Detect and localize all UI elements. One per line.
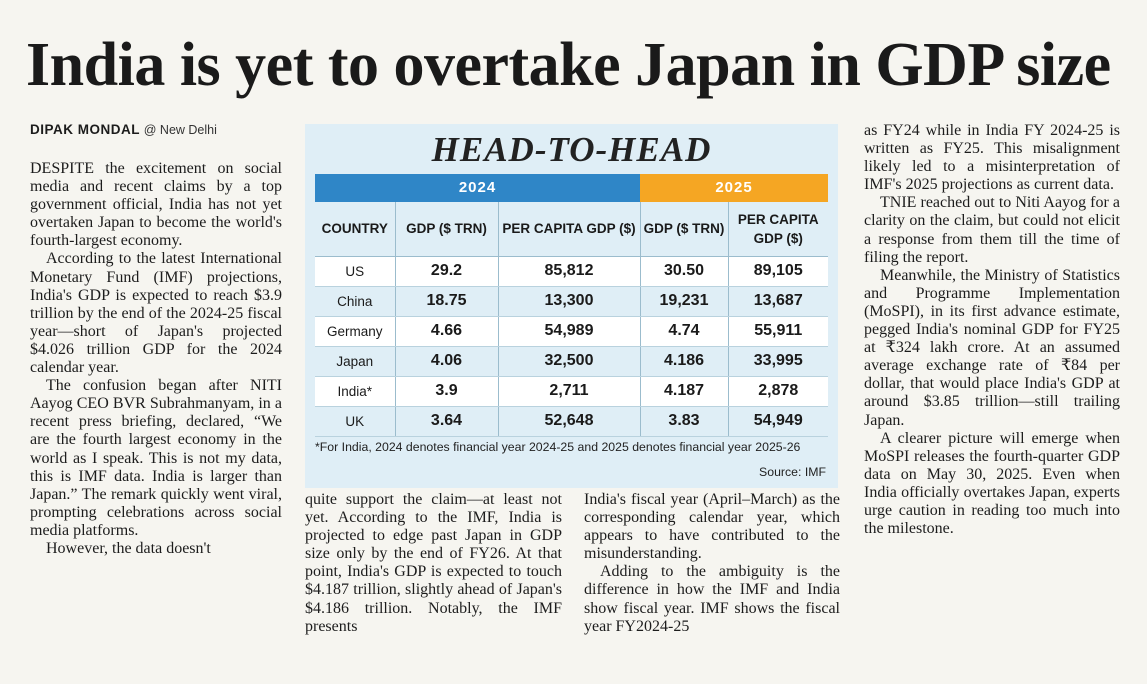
paragraph: However, the data doesn't (46, 539, 211, 557)
gdp-table: COUNTRY GDP ($ TRN) PER CAPITA GDP ($) G… (315, 202, 828, 437)
year-header-2024: 2024 (315, 174, 640, 202)
table-header-row: COUNTRY GDP ($ TRN) PER CAPITA GDP ($) G… (315, 202, 828, 257)
paragraph: TNIE reached out to Niti Aayog for a cla… (864, 194, 1120, 266)
cell-country: China (315, 286, 396, 317)
article-column-1: DESPITE the excitement on social media a… (30, 160, 282, 558)
cell: 2,878 (728, 376, 828, 407)
table-row: Japan 4.06 32,500 4.186 33,995 (315, 346, 828, 377)
table-row: China 18.75 13,300 19,231 13,687 (315, 286, 828, 317)
table-source: Source: IMF (759, 465, 826, 479)
year-header-2025: 2025 (640, 174, 828, 202)
cell: 18.75 (395, 286, 499, 317)
cell: 2,711 (498, 376, 641, 407)
paragraph: quite support the claim—at least not yet… (305, 491, 562, 635)
column-header: GDP ($ TRN) (640, 202, 729, 257)
cell: 85,812 (498, 256, 641, 287)
article-column-3: India's fiscal year (April–March) as the… (584, 491, 840, 636)
cell: 4.187 (640, 376, 729, 407)
paragraph: DESPITE the excitement on social media a… (30, 160, 282, 250)
paragraph: The confusion began after NITI Aayog CEO… (30, 377, 282, 539)
column-header: GDP ($ TRN) (395, 202, 499, 257)
cell-country: Japan (315, 346, 396, 377)
cell: 19,231 (640, 286, 729, 317)
cell: 29.2 (395, 256, 499, 287)
cell: 3.9 (395, 376, 499, 407)
byline-place: @ New Delhi (143, 123, 217, 137)
cropped-previous-line (0, 0, 1147, 12)
column-header: PER CAPITA GDP ($) (728, 202, 828, 257)
cell: 3.83 (640, 406, 729, 437)
cell: 30.50 (640, 256, 729, 287)
cell: 13,687 (728, 286, 828, 317)
byline-author: DIPAK MONDAL (30, 122, 140, 137)
cell: 89,105 (728, 256, 828, 287)
table-title: HEAD-TO-HEAD (431, 130, 712, 169)
cell-country: US (315, 256, 396, 287)
paragraph: According to the latest International Mo… (30, 250, 282, 377)
cell: 13,300 (498, 286, 641, 317)
cell: 4.186 (640, 346, 729, 377)
table-footnote: *For India, 2024 denotes financial year … (315, 440, 801, 454)
cell-country: UK (315, 406, 396, 437)
cell-country: India* (315, 376, 396, 407)
column-header: COUNTRY (315, 202, 396, 257)
cell: 54,949 (728, 406, 828, 437)
paragraph: A clearer picture will emerge when MoSPI… (864, 429, 1120, 538)
headline: India is yet to overtake Japan in GDP si… (26, 31, 1111, 99)
table-row: UK 3.64 52,648 3.83 54,949 (315, 406, 828, 437)
column-header: PER CAPITA GDP ($) (498, 202, 641, 257)
cell: 4.74 (640, 316, 729, 347)
cell: 52,648 (498, 406, 641, 437)
head-to-head-table-box: HEAD-TO-HEAD 2024 2025 COUNTRY GDP ($ TR… (305, 124, 838, 488)
cell: 32,500 (498, 346, 641, 377)
table-row: US 29.2 85,812 30.50 89,105 (315, 256, 828, 287)
cell: 54,989 (498, 316, 641, 347)
paragraph: Meanwhile, the Ministry of Statistics an… (864, 266, 1120, 429)
cell-country: Germany (315, 316, 396, 347)
cell: 4.66 (395, 316, 499, 347)
cell: 3.64 (395, 406, 499, 437)
table-row: India* 3.9 2,711 4.187 2,878 (315, 376, 828, 407)
byline: DIPAK MONDAL @ New Delhi (30, 122, 217, 137)
paragraph: as FY24 while in India FY 2024-25 is wri… (864, 122, 1120, 194)
paragraph: India's fiscal year (April–March) as the… (584, 491, 840, 563)
table-row: Germany 4.66 54,989 4.74 55,911 (315, 316, 828, 347)
article-column-2: quite support the claim—at least not yet… (305, 491, 562, 636)
cell: 4.06 (395, 346, 499, 377)
cell: 33,995 (728, 346, 828, 377)
article-column-4: as FY24 while in India FY 2024-25 is wri… (864, 122, 1120, 538)
paragraph: Adding to the ambiguity is the differenc… (584, 563, 840, 635)
cell: 55,911 (728, 316, 828, 347)
